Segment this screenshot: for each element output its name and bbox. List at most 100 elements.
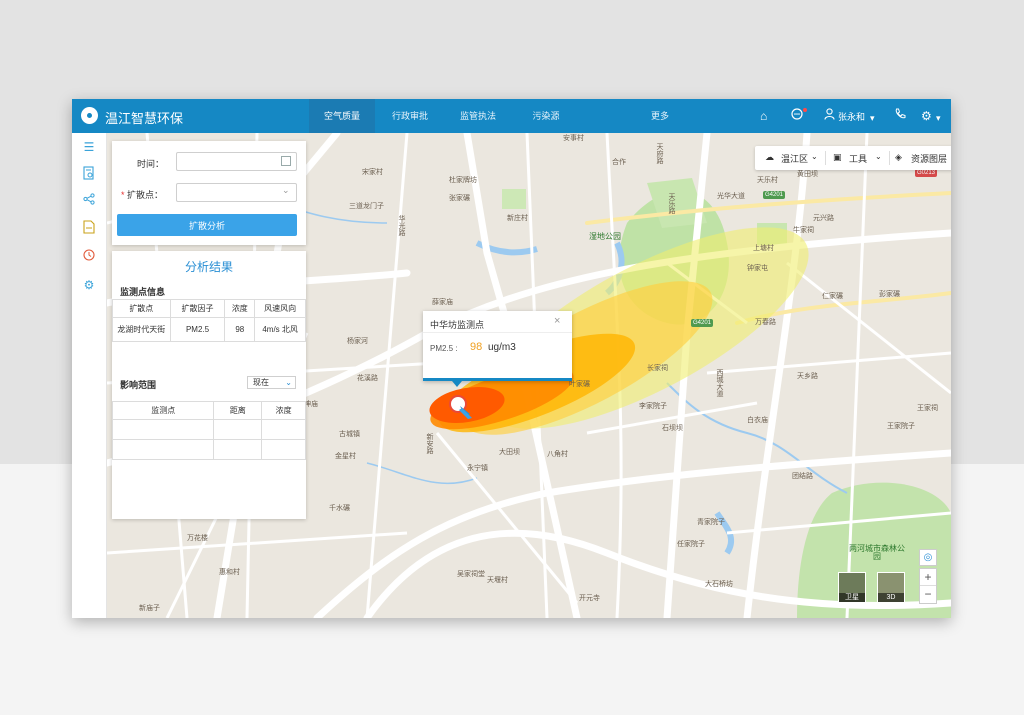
table-header: 扩散因子 [169, 299, 226, 318]
map-label: 新庄村 [507, 215, 528, 222]
map-label: 任家院子 [677, 541, 705, 548]
file-icon[interactable] [82, 220, 96, 234]
map-label: 天府路 [656, 143, 663, 164]
map-label: 万花楼 [187, 535, 208, 542]
nav-admin-approval[interactable]: 行政审批 [391, 111, 428, 121]
chevron-down-icon[interactable]: ▾ [870, 113, 875, 123]
source-label: 扩散点： [127, 190, 164, 200]
table-row [111, 419, 306, 440]
table-row [111, 439, 306, 460]
popup-title: 中华坊监测点 [430, 320, 485, 330]
table-header: 浓度 [261, 401, 306, 420]
table-row[interactable]: 龙湖时代天街 PM2.5 98 4m/s 北风 [112, 317, 306, 342]
map-label: 上塘村 [753, 245, 774, 252]
chevron-down-icon[interactable]: ▾ [936, 113, 941, 123]
popup-metric-unit: ug/m3 [488, 342, 516, 353]
result-panel: 分析结果 监测点信息 扩散点 扩散因子 浓度 风速风向 龙湖时代天街 PM2.5… [111, 251, 306, 519]
home-icon[interactable]: ⌂ [760, 109, 768, 123]
share-icon[interactable] [82, 193, 96, 207]
map-label: 开元寺 [579, 595, 600, 602]
park-label: 湿地公园 [589, 232, 621, 241]
impact-time-select[interactable]: 现在 ⌄ [247, 376, 296, 389]
top-bar: 温江智慧环保 空气质量 行政审批 监管执法 污染源 更多 ⌂ 张永和 ▾ ⚙ ▾ [72, 99, 951, 133]
3d-toggle[interactable]: 3D [877, 572, 905, 603]
time-label: 时间： [137, 159, 165, 169]
nav-supervision[interactable]: 监管执法 [459, 111, 496, 121]
map-label: 团结路 [792, 473, 813, 480]
left-rail: ☰ ⚙ [72, 133, 107, 618]
map-label: 古城镇 [339, 431, 360, 438]
nav-more[interactable]: 更多 [650, 111, 669, 121]
map-label: 黄田坝 [797, 171, 818, 178]
settings-icon[interactable]: ⚙ [83, 278, 95, 292]
gear-icon[interactable]: ⚙ [921, 109, 932, 123]
user-icon [824, 108, 835, 124]
road-badge: G4201 [691, 319, 714, 327]
map-label: 天乡路 [797, 373, 818, 380]
close-icon[interactable]: × [554, 315, 561, 327]
impact-time-value: 现在 [253, 378, 269, 387]
map-label: 惠和村 [219, 569, 240, 576]
map-label: 大田坝 [499, 449, 520, 456]
map-label: 李家院子 [639, 403, 667, 410]
message-icon[interactable] [791, 108, 803, 124]
map-label: 新安路 [426, 433, 433, 454]
station-factor: PM2.5 [169, 317, 226, 342]
map-label: 长家祠 [647, 365, 668, 372]
layers-menu[interactable]: 资源图层 [911, 154, 948, 164]
chevron-down-icon[interactable]: ⌄ [875, 152, 882, 161]
map-label: 天乐村 [757, 177, 778, 184]
station-wind: 4m/s 北风 [254, 317, 306, 342]
district-select[interactable]: 温江区 [781, 154, 809, 164]
result-title: 分析结果 [184, 260, 233, 274]
map-label: 火神庙 [297, 401, 318, 408]
map-label: 王家祠 [917, 405, 938, 412]
map-label: 花溪路 [357, 375, 378, 382]
source-select[interactable] [176, 183, 297, 202]
time-input[interactable] [176, 152, 297, 171]
station-popup: 中华坊监测点 × PM2.5 : 98 ug/m3 [423, 311, 572, 387]
map-label: 薛家庙 [432, 299, 453, 306]
map-label: 吴家祠堂 [457, 571, 485, 578]
map-label: 仁家碾 [822, 293, 843, 300]
satellite-toggle[interactable]: 卫星 [838, 572, 866, 603]
impact-table: 监测点 距离 浓度 [111, 401, 306, 460]
map-label: 叶家碾 [569, 381, 590, 388]
nav-pollution-source[interactable]: 污染源 [532, 111, 560, 121]
impact-section-title: 影响范围 [120, 380, 157, 390]
analyze-button[interactable]: 扩散分析 [117, 214, 297, 236]
required-mark: * [121, 190, 125, 200]
map-label: 张家碾 [449, 195, 470, 202]
satellite-label: 卫星 [839, 593, 865, 602]
chevron-down-icon[interactable]: ⌄ [282, 185, 290, 195]
map-label: 元兴路 [813, 215, 834, 222]
logo-icon [81, 107, 98, 124]
user-name[interactable]: 张永和 [838, 112, 866, 122]
chevron-down-icon[interactable]: ⌄ [811, 152, 818, 161]
map-label: 石坝坝 [662, 425, 683, 432]
tools-menu[interactable]: 工具 [849, 154, 868, 164]
phone-icon[interactable] [894, 108, 906, 124]
map-label: 西城大道 [716, 369, 723, 397]
table-header: 风速风向 [254, 299, 306, 318]
nav-air-quality[interactable]: 空气质量 [309, 99, 375, 133]
zoom-in-button[interactable]: + [920, 569, 936, 586]
analysis-form: 时间： * 扩散点： ⌄ 扩散分析 [112, 141, 306, 245]
document-search-icon[interactable] [82, 166, 96, 180]
zoom-out-button[interactable]: − [924, 587, 932, 601]
zoom-control: + − [919, 568, 937, 604]
station-concentration: 98 [224, 317, 256, 342]
map-label: 华光路 [398, 215, 405, 236]
toolbox-icon: ▣ [833, 152, 842, 162]
notification-dot [803, 108, 807, 112]
map-label: 三道龙门子 [349, 203, 384, 210]
map-label: 千水碾 [329, 505, 350, 512]
map-label: 八角村 [547, 451, 568, 458]
popup-metric-value: 98 [470, 341, 483, 353]
calendar-icon[interactable] [281, 156, 291, 166]
locate-icon[interactable]: ◎ [919, 549, 937, 566]
map-label: 合作 [612, 159, 626, 166]
clock-icon[interactable] [82, 249, 96, 263]
map-label: 万春路 [755, 319, 776, 326]
menu-icon[interactable]: ☰ [83, 140, 95, 154]
